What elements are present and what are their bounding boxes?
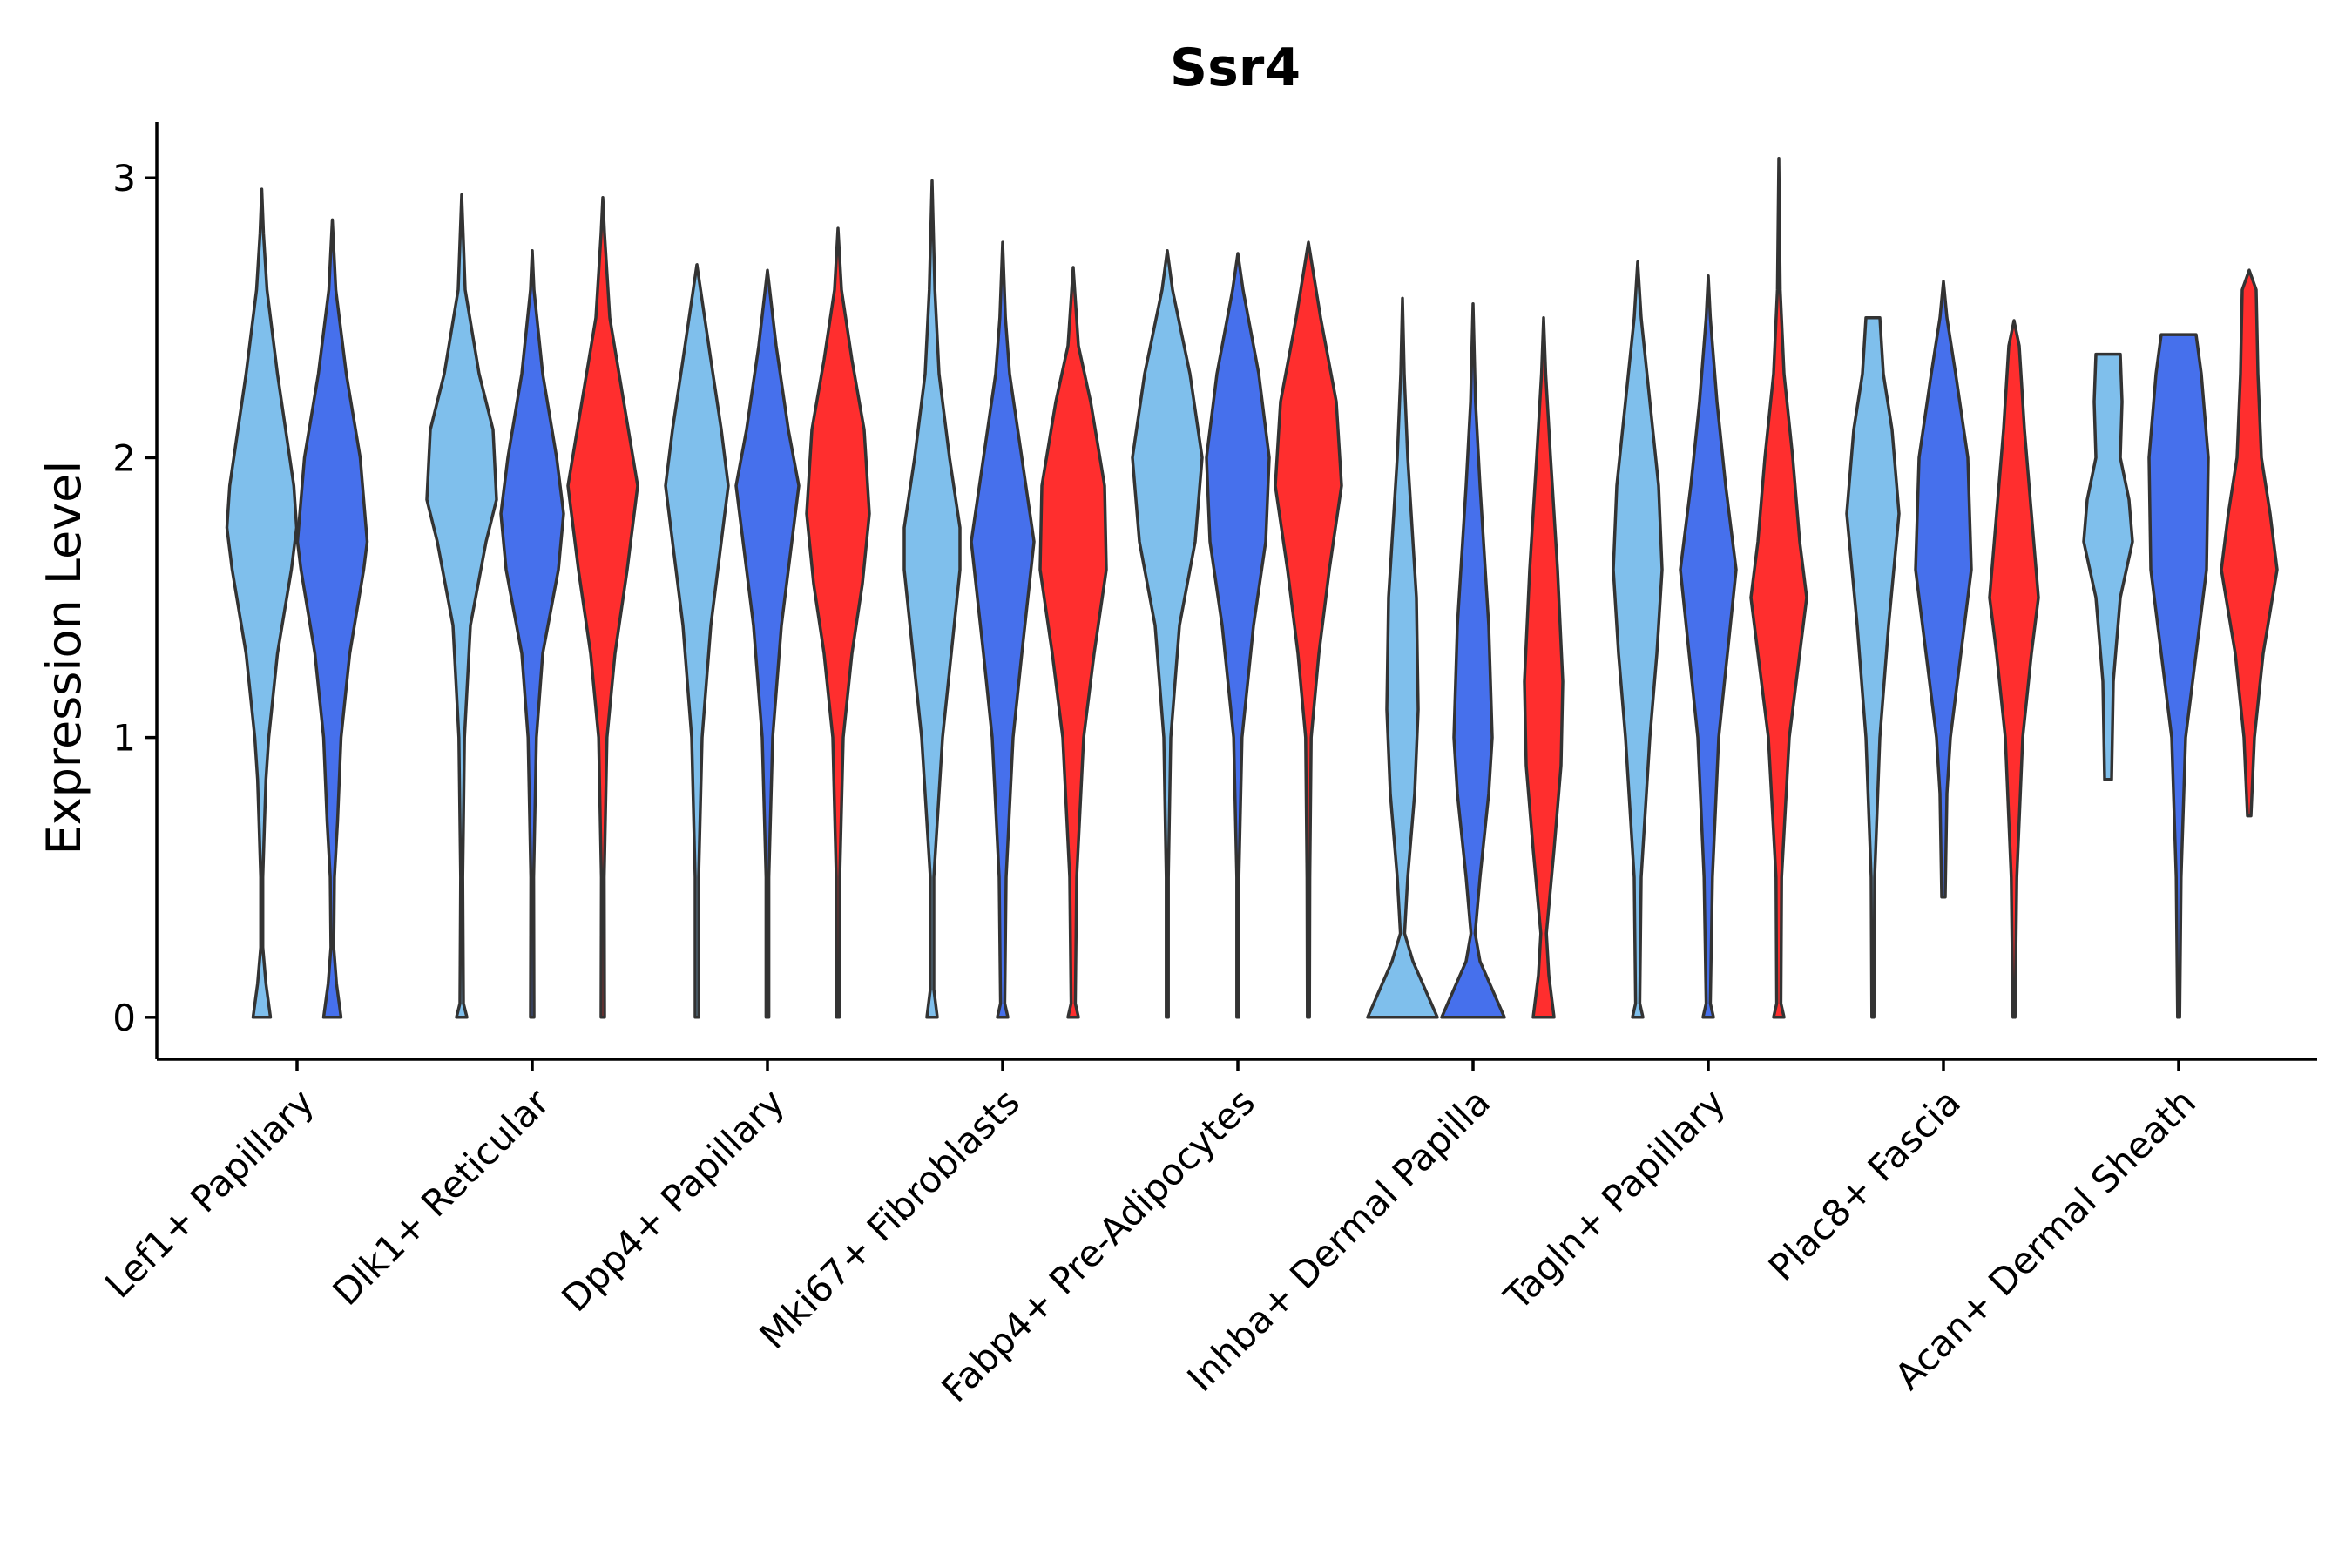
violin-7-2 <box>1679 274 1738 1019</box>
plot-area <box>225 157 2279 1019</box>
y-tick-label: 3 <box>112 157 136 199</box>
x-tick-label: Lef1+ Papillary <box>97 1080 322 1306</box>
violin-8-2 <box>1914 280 1973 899</box>
violin-4-1 <box>902 179 962 1019</box>
violin-1-1 <box>225 187 299 1019</box>
violin-9-3 <box>2220 268 2279 818</box>
violin-1-2 <box>295 218 369 1019</box>
chart-title: Ssr4 <box>1170 37 1301 98</box>
x-tick-label: Mki67+ Fibroblasts <box>752 1080 1028 1356</box>
violin-8-1 <box>1845 316 1901 1019</box>
y-tick-label: 0 <box>112 997 136 1039</box>
violin-4-2 <box>970 240 1036 1019</box>
axes: 0 1 2 3 Lef1+ Papillary Dlk1+ ReticularDpp4+ … <box>97 122 2317 1410</box>
violin-5-2 <box>1205 252 1271 1019</box>
y-tick-label: 1 <box>112 717 136 760</box>
y-axis-label: Expression Level <box>37 461 91 855</box>
x-tick-label: Plac8+ Fascia <box>1761 1080 1969 1288</box>
violin-7-3 <box>1749 157 1808 1019</box>
violin-6-3 <box>1523 316 1565 1019</box>
violin-7-1 <box>1612 260 1664 1019</box>
x-tick-label: Dpp4+ Papillary <box>553 1080 793 1320</box>
violin-4-3 <box>1038 266 1108 1019</box>
violin-5-3 <box>1274 240 1343 1019</box>
violin-9-2 <box>2147 333 2210 1019</box>
violin-5-1 <box>1131 248 1204 1019</box>
violin-6-1 <box>1366 296 1439 1019</box>
violin-3-1 <box>664 263 730 1019</box>
violin-2-3 <box>566 195 639 1019</box>
violin-2-1 <box>425 193 498 1019</box>
violin-9-1 <box>2082 352 2134 781</box>
violin-2-2 <box>499 248 565 1019</box>
x-tick-label: Tagln+ Papillary <box>1496 1080 1734 1318</box>
violin-6-2 <box>1440 302 1506 1019</box>
violin-8-3 <box>1988 319 2040 1019</box>
y-tick-label: 2 <box>112 436 136 479</box>
violin-3-2 <box>734 268 801 1019</box>
violin-3-3 <box>805 226 871 1019</box>
x-tick-label: Dlk1+ Reticular <box>325 1080 558 1314</box>
